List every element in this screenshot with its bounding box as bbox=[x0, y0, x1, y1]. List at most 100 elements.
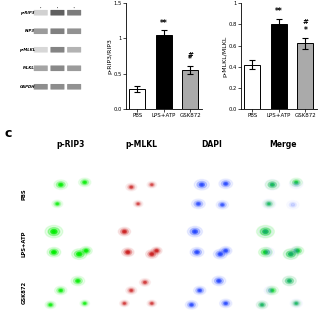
Circle shape bbox=[131, 187, 132, 188]
Circle shape bbox=[188, 226, 203, 237]
Circle shape bbox=[268, 288, 276, 293]
FancyBboxPatch shape bbox=[67, 84, 81, 90]
Circle shape bbox=[292, 181, 300, 187]
Circle shape bbox=[221, 181, 230, 187]
Circle shape bbox=[197, 203, 199, 204]
Circle shape bbox=[60, 184, 62, 185]
Circle shape bbox=[193, 249, 202, 255]
Circle shape bbox=[80, 300, 90, 307]
FancyBboxPatch shape bbox=[67, 66, 81, 71]
Circle shape bbox=[45, 301, 56, 309]
Text: *: * bbox=[188, 55, 192, 64]
Circle shape bbox=[292, 248, 300, 253]
Circle shape bbox=[289, 252, 293, 256]
Circle shape bbox=[268, 289, 272, 292]
Circle shape bbox=[263, 200, 274, 208]
Circle shape bbox=[155, 249, 158, 252]
Circle shape bbox=[131, 290, 132, 291]
Circle shape bbox=[191, 199, 205, 209]
Circle shape bbox=[77, 280, 79, 282]
Circle shape bbox=[195, 251, 199, 254]
Circle shape bbox=[225, 250, 227, 252]
Circle shape bbox=[293, 301, 299, 305]
Bar bbox=[271, 24, 287, 109]
Circle shape bbox=[267, 288, 274, 293]
Circle shape bbox=[126, 251, 130, 254]
Circle shape bbox=[72, 249, 87, 260]
Circle shape bbox=[265, 252, 266, 253]
Circle shape bbox=[287, 251, 295, 257]
Circle shape bbox=[221, 204, 223, 205]
Circle shape bbox=[81, 180, 89, 185]
Circle shape bbox=[189, 303, 194, 306]
Circle shape bbox=[194, 180, 209, 190]
Bar bbox=[129, 89, 145, 109]
Circle shape bbox=[222, 248, 230, 253]
Circle shape bbox=[153, 248, 160, 253]
Bar bbox=[297, 44, 313, 109]
Circle shape bbox=[52, 200, 63, 208]
FancyBboxPatch shape bbox=[34, 28, 48, 34]
Circle shape bbox=[85, 250, 87, 252]
Circle shape bbox=[120, 229, 128, 235]
Circle shape bbox=[266, 202, 272, 206]
Circle shape bbox=[151, 253, 153, 255]
Circle shape bbox=[190, 228, 200, 235]
Circle shape bbox=[260, 304, 264, 306]
Circle shape bbox=[126, 287, 137, 294]
Circle shape bbox=[48, 228, 60, 236]
Circle shape bbox=[196, 288, 204, 293]
Circle shape bbox=[150, 184, 154, 186]
Circle shape bbox=[263, 230, 268, 233]
Text: **: ** bbox=[275, 7, 283, 16]
Circle shape bbox=[290, 178, 302, 187]
Circle shape bbox=[212, 276, 226, 286]
Circle shape bbox=[263, 251, 268, 254]
Circle shape bbox=[285, 278, 293, 284]
Circle shape bbox=[143, 281, 147, 284]
Circle shape bbox=[54, 201, 61, 206]
Circle shape bbox=[270, 183, 275, 186]
Text: p-RIP3: p-RIP3 bbox=[57, 140, 85, 149]
Circle shape bbox=[190, 247, 204, 257]
Circle shape bbox=[218, 252, 223, 256]
Circle shape bbox=[272, 290, 273, 291]
Circle shape bbox=[286, 251, 295, 257]
Circle shape bbox=[76, 279, 80, 283]
Circle shape bbox=[267, 203, 271, 205]
Circle shape bbox=[147, 300, 156, 307]
Circle shape bbox=[127, 252, 129, 253]
Text: **: ** bbox=[160, 19, 168, 28]
Circle shape bbox=[296, 250, 300, 252]
Circle shape bbox=[294, 248, 301, 253]
Circle shape bbox=[82, 301, 88, 306]
Text: PBS: PBS bbox=[22, 188, 27, 200]
Circle shape bbox=[289, 280, 290, 282]
Circle shape bbox=[185, 300, 198, 309]
Circle shape bbox=[214, 278, 223, 284]
Circle shape bbox=[83, 181, 87, 184]
Circle shape bbox=[45, 225, 63, 238]
Circle shape bbox=[50, 304, 51, 305]
Circle shape bbox=[270, 289, 274, 292]
Circle shape bbox=[258, 302, 266, 308]
Circle shape bbox=[120, 300, 129, 307]
Text: #: # bbox=[188, 52, 193, 58]
Circle shape bbox=[267, 203, 270, 205]
Circle shape bbox=[55, 203, 59, 205]
Circle shape bbox=[197, 289, 202, 292]
Circle shape bbox=[224, 249, 228, 252]
FancyBboxPatch shape bbox=[67, 47, 81, 52]
Circle shape bbox=[47, 247, 61, 257]
Circle shape bbox=[294, 182, 298, 185]
Circle shape bbox=[128, 185, 135, 189]
Circle shape bbox=[135, 202, 141, 206]
Circle shape bbox=[128, 288, 135, 293]
Y-axis label: p-MLKL/MLKL: p-MLKL/MLKL bbox=[222, 36, 227, 77]
Circle shape bbox=[52, 231, 55, 233]
Circle shape bbox=[80, 246, 92, 255]
Text: MLKL: MLKL bbox=[23, 66, 35, 70]
Circle shape bbox=[150, 252, 154, 256]
Circle shape bbox=[257, 301, 268, 309]
FancyBboxPatch shape bbox=[34, 66, 48, 71]
